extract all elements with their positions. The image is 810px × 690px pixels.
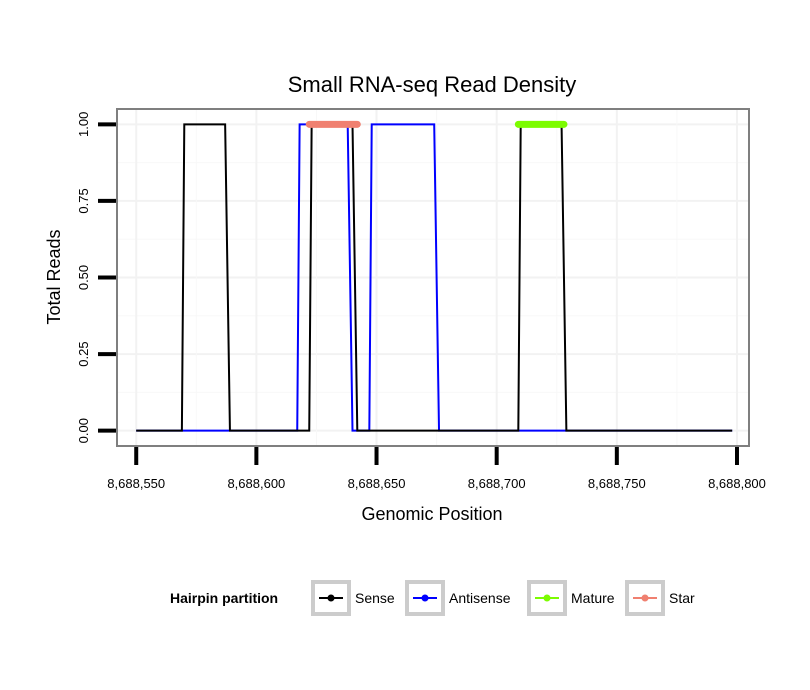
x-tick-label: 8,688,550 bbox=[107, 476, 165, 491]
legend-item-antisense: Antisense bbox=[405, 580, 511, 616]
y-tick-label: 1.00 bbox=[76, 112, 91, 137]
legend-key-dot bbox=[421, 594, 429, 602]
legend-label: Star bbox=[669, 590, 695, 606]
legend-item-sense: Sense bbox=[311, 580, 395, 616]
plot-area bbox=[116, 108, 750, 447]
x-tick-label: 8,688,600 bbox=[227, 476, 285, 491]
x-tick-label: 8,688,800 bbox=[708, 476, 766, 491]
legend-item-mature: Mature bbox=[527, 580, 615, 616]
legend-item-star: Star bbox=[625, 580, 695, 616]
legend-key-dot bbox=[641, 594, 649, 602]
x-tick-label: 8,688,650 bbox=[348, 476, 406, 491]
legend-key-dot bbox=[327, 594, 335, 602]
legend-label: Sense bbox=[355, 590, 395, 606]
legend-key-dot bbox=[543, 594, 551, 602]
x-tick-label: 8,688,700 bbox=[468, 476, 526, 491]
plot-border bbox=[116, 108, 750, 447]
legend-title: Hairpin partition bbox=[170, 590, 278, 606]
y-tick-label: 0.50 bbox=[76, 265, 91, 290]
legend-label: Mature bbox=[571, 590, 615, 606]
x-axis: 8,688,550 8,688,600 8,688,650 8,688,700 8,68… bbox=[107, 447, 766, 491]
y-axis: 0.00 0.25 0.50 0.75 1.00 bbox=[76, 112, 116, 443]
legend-label: Antisense bbox=[449, 590, 511, 606]
y-tick-label: 0.75 bbox=[76, 188, 91, 213]
y-axis-title: Total Reads bbox=[44, 229, 64, 324]
legend: Hairpin partition Sense Antisense Mature St… bbox=[170, 580, 695, 616]
y-tick-label: 0.00 bbox=[76, 418, 91, 443]
x-tick-label: 8,688,750 bbox=[588, 476, 646, 491]
y-tick-label: 0.25 bbox=[76, 341, 91, 366]
x-axis-title: Genomic Position bbox=[361, 504, 502, 524]
chart-title: Small RNA-seq Read Density bbox=[288, 72, 577, 97]
